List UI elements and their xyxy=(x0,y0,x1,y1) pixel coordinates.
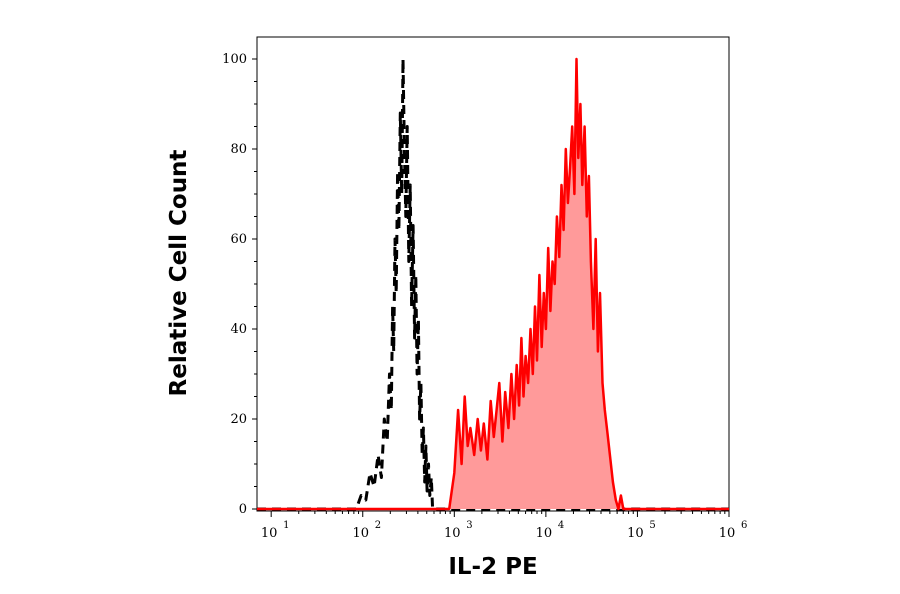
x-tick-exp-2: 2 xyxy=(375,520,381,531)
series-0-line xyxy=(257,57,729,511)
plot-frame xyxy=(256,36,730,512)
x-tick-label-1: 10 xyxy=(261,526,278,541)
x-tick-label-6: 10 xyxy=(719,526,736,541)
y-tick-label-100: 100 xyxy=(222,52,247,67)
y-axis-title: Relative Cell Count xyxy=(166,150,192,397)
x-axis-title: IL-2 PE xyxy=(448,554,537,580)
y-tick-label-60: 60 xyxy=(230,232,247,247)
x-tick-label-4: 10 xyxy=(536,526,553,541)
series-1-fill xyxy=(257,59,729,509)
x-tick-label-2: 10 xyxy=(352,526,369,541)
series-1-line xyxy=(257,57,729,511)
y-tick-label-80: 80 xyxy=(230,142,247,157)
y-tick-label-20: 20 xyxy=(230,412,247,427)
x-tick-label-5: 10 xyxy=(627,526,644,541)
y-tick-label-40: 40 xyxy=(230,322,247,337)
x-tick-exp-4: 4 xyxy=(558,520,564,531)
x-tick-exp-1: 1 xyxy=(283,520,289,531)
x-tick-exp-3: 3 xyxy=(466,520,472,531)
x-tick-exp-6: 6 xyxy=(741,520,747,531)
x-axis: 10 1 10 2 10 3 10 4 10 5 10 6 xyxy=(261,511,747,541)
plot-area xyxy=(256,36,730,512)
y-axis: 0 20 40 60 80 100 xyxy=(222,52,257,517)
y-tick-label-0: 0 xyxy=(239,502,247,517)
x-tick-exp-5: 5 xyxy=(649,520,655,531)
x-tick-label-3: 10 xyxy=(444,526,461,541)
